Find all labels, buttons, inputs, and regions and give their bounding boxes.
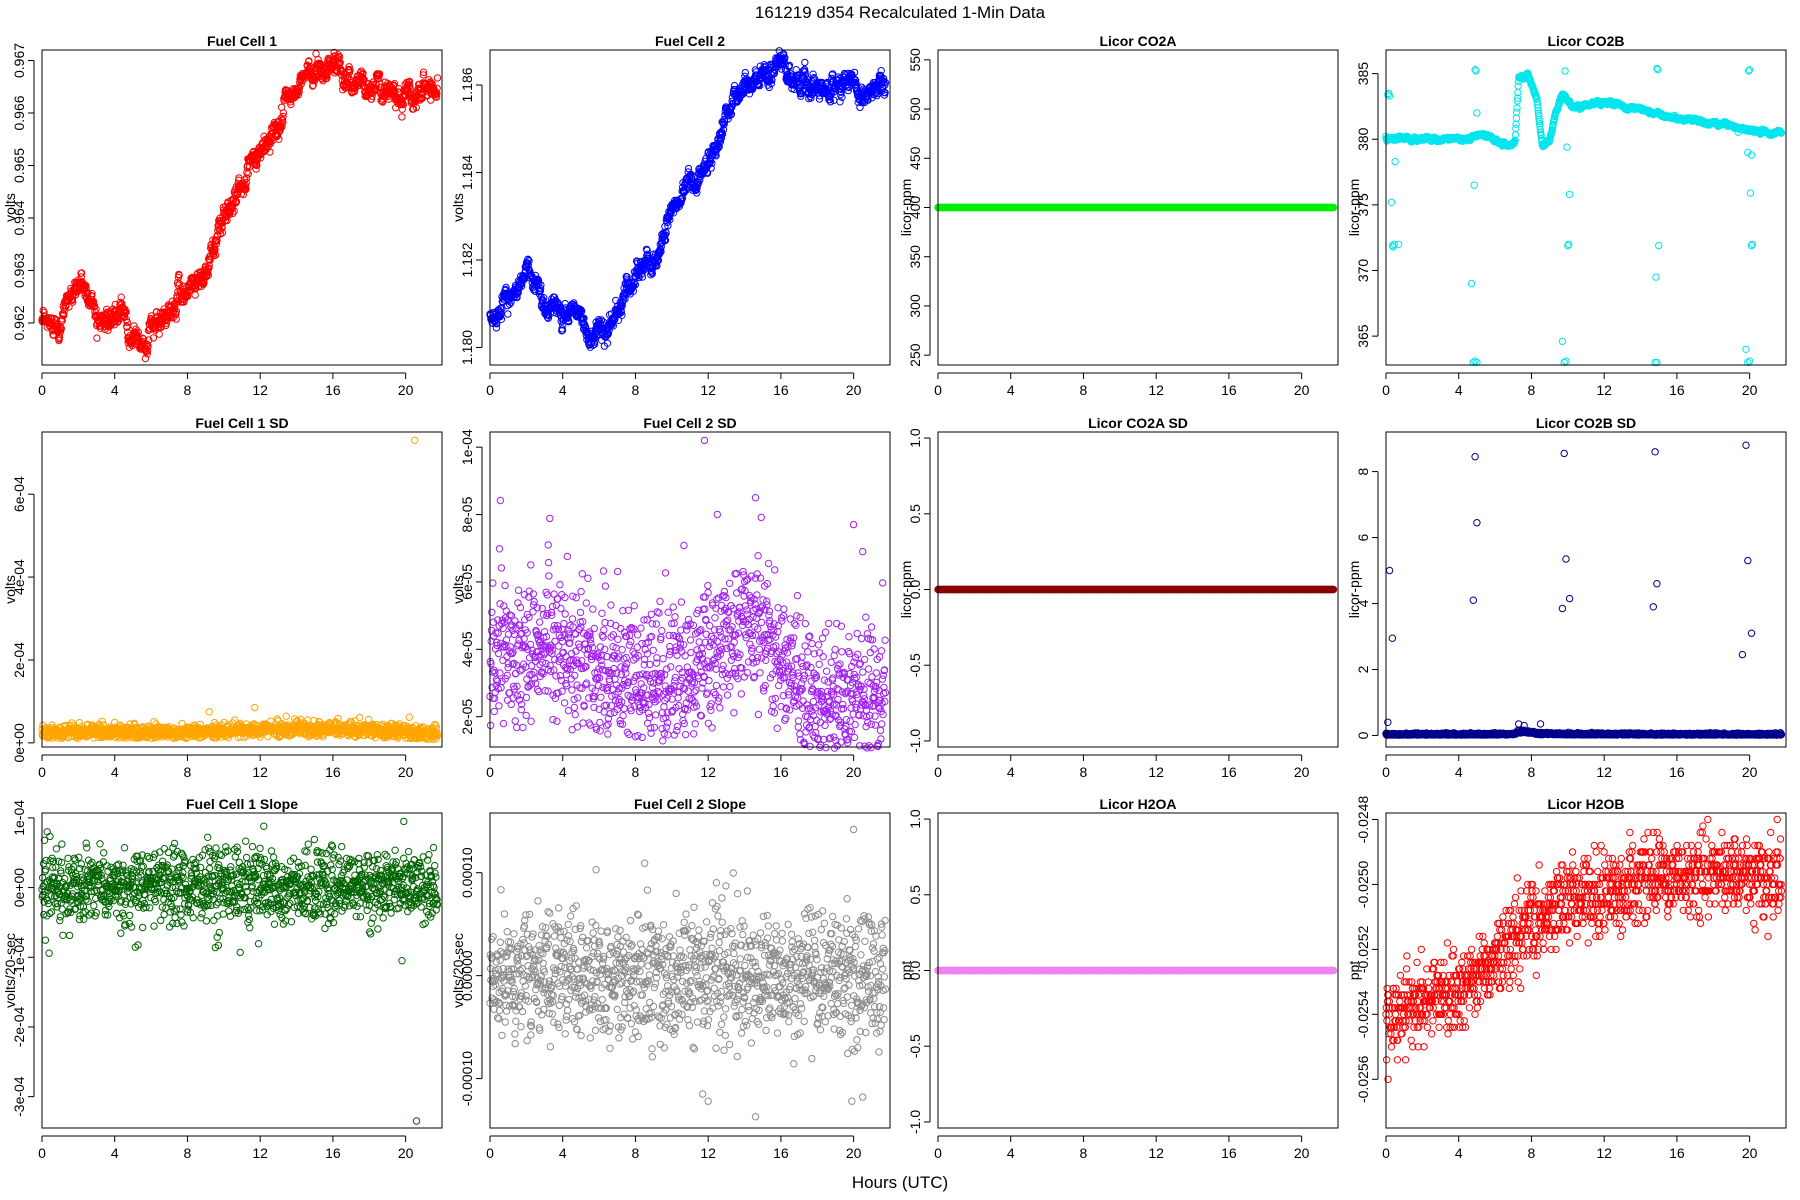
x-tick-label: 20 [1742,382,1758,398]
x-tick-label: 16 [773,382,789,398]
x-tick-label: 0 [38,382,46,398]
y-tick-label: 350 [907,245,923,269]
data-point [104,326,112,335]
x-tick-label: 8 [632,382,640,398]
data-point [145,336,153,344]
x-tick-label: 12 [700,382,716,398]
x-tick-label: 20 [846,382,862,398]
x-tick-label: 20 [1294,382,1310,398]
y-tick-label: 1.184 [459,155,475,190]
x-tick-label: 16 [1221,382,1237,398]
panel-title: Licor CO2A [1099,33,1176,49]
x-tick-label: 4 [1455,382,1463,398]
data-point [172,315,180,323]
y-tick-label: 0.966 [11,95,27,130]
data-point [57,324,65,333]
x-tick-label: 12 [1596,382,1612,398]
y-tick-label: 0.963 [11,253,27,288]
data-point [123,318,132,327]
y-tick-label: 300 [907,294,923,318]
data-point [172,307,181,315]
x-tick-label: 16 [1669,382,1685,398]
data-point [141,354,150,363]
data-point [88,290,96,298]
data-point [93,334,101,342]
data-point [82,282,90,290]
y-tick-label: 385 [1355,62,1371,86]
data-point [133,329,141,337]
data-point [171,299,179,307]
y-tick-label: 375 [1355,193,1371,217]
y-axis-label: volts [2,193,18,222]
data-points [934,203,1338,212]
y-tick-label: 400 [907,196,923,220]
y-tick-label: 250 [907,343,923,367]
panel-title: Fuel Cell 2 [655,33,725,49]
data-point [123,323,131,331]
data-point [134,328,143,336]
y-tick-label: 370 [1355,259,1371,283]
y-tick-label: 1.182 [459,242,475,277]
panel-fc1: Fuel Cell 1 volts 0 4 8 12 16 20 0.962 0.963 0.964… [2,33,443,398]
data-point [65,303,73,311]
data-point [171,302,179,310]
y-axis-label: volts [450,193,466,222]
y-tick-label: 365 [1355,324,1371,348]
x-tick-label: 0 [486,382,494,398]
data-point [167,311,175,319]
data-point [77,269,86,277]
data-point [175,271,183,279]
x-tick-label: 4 [1007,382,1015,398]
y-tick-label: 1.180 [459,330,475,365]
y-tick-label: 0.962 [11,305,27,340]
data-point [174,281,182,289]
y-tick-label: 550 [907,48,923,72]
x-tick-label: 20 [398,382,414,398]
y-tick-label: 1.186 [459,67,475,102]
data-point [92,305,100,313]
data-point [122,308,130,316]
data-point [82,284,90,293]
data-point [143,347,152,355]
x-tick-label: 8 [1528,382,1536,398]
data-point [89,297,98,306]
y-tick-label: 450 [907,146,923,170]
data-point [149,334,158,342]
panel-title: Licor CO2B [1547,33,1624,49]
data-point [155,330,163,338]
x-tick-label: 8 [184,382,192,398]
x-tick-label: 16 [325,382,341,398]
panel-title: Fuel Cell 1 [207,33,277,49]
panels-grid: Fuel Cell 1 volts 0 4 8 12 16 20 0.962 0.963 0.964… [2,33,1787,1161]
x-tick-label: 0 [1382,382,1390,398]
panel-title: Fuel Cell 1 SD [195,415,288,431]
data-point [128,341,136,350]
y-tick-label: 500 [907,97,923,121]
y-tick-label: 0.965 [11,148,27,183]
y-tick-label: 0.967 [11,43,27,78]
data-point [157,323,166,331]
data-point [77,273,86,281]
x-tick-label: 12 [252,382,268,398]
y-tick-label: 380 [1355,127,1371,151]
data-point [118,299,126,308]
x-tick-label: 4 [111,382,119,398]
x-tick-label: 0 [934,382,942,398]
figure-title: 161219 d354 Recalculated 1-Min Data [755,3,1046,22]
shared-x-axis-label: Hours (UTC) [852,1173,948,1192]
x-tick-label: 4 [559,382,567,398]
y-tick-label: 0.964 [11,200,27,235]
data-points [38,48,442,363]
data-point [172,310,180,318]
data-point [90,302,99,310]
x-tick-label: 8 [1080,382,1088,398]
x-tick-label: 12 [1148,382,1164,398]
